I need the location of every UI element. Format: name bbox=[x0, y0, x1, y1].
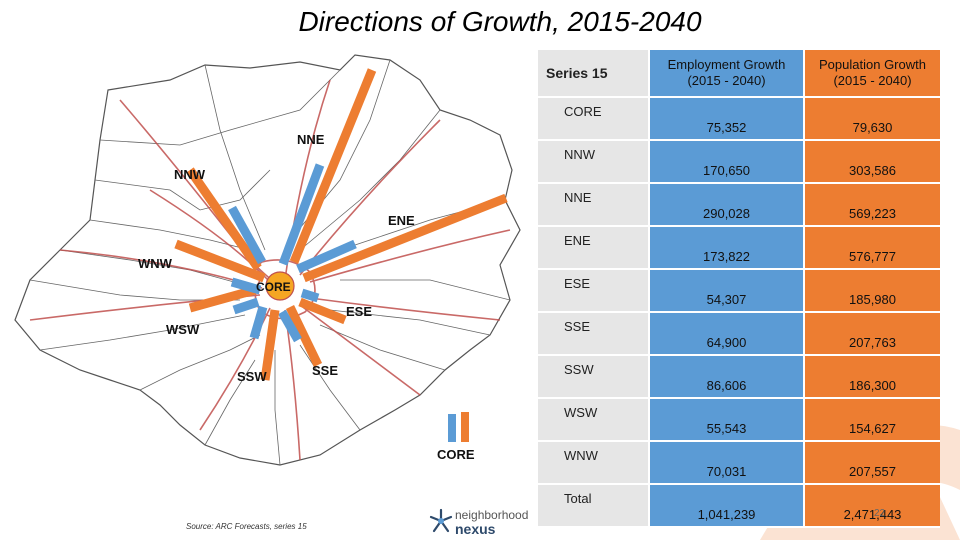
bar-wsw-employment bbox=[232, 297, 260, 315]
label-nne: NNE bbox=[297, 132, 325, 147]
row-label: Total bbox=[538, 484, 649, 528]
logo-text-top: neighborhood bbox=[455, 508, 529, 522]
label-wnw: WNW bbox=[138, 256, 173, 271]
employment-value: 64,900 bbox=[648, 312, 804, 356]
bar-nne-population bbox=[289, 68, 377, 264]
header-population: Population Growth (2015 - 2040) bbox=[803, 50, 940, 98]
label-nnw: NNW bbox=[174, 167, 206, 182]
row-label: WSW bbox=[538, 398, 649, 442]
row-label: WNW bbox=[538, 441, 649, 485]
employment-value: 290,028 bbox=[648, 183, 804, 227]
growth-map: NNW NNE ENE WNW ESE WSW SSW SSE CORE COR… bbox=[14, 54, 521, 466]
population-value: 2,471,443 bbox=[803, 484, 940, 528]
legend-population-swatch bbox=[461, 412, 469, 442]
header-employment: Employment Growth (2015 - 2040) bbox=[648, 50, 804, 98]
population-value: 185,980 bbox=[803, 269, 940, 313]
row-label: ENE bbox=[538, 226, 649, 270]
population-value: 303,586 bbox=[803, 140, 940, 184]
table-header-row: Series 15 Employment Growth (2015 - 2040… bbox=[538, 50, 940, 98]
population-value: 569,223 bbox=[803, 183, 940, 227]
row-label: NNE bbox=[538, 183, 649, 227]
table-row: ENE 173,822 576,777 bbox=[538, 226, 940, 270]
table-row: CORE 75,352 79,630 bbox=[538, 97, 940, 141]
logo-text-bottom: nexus bbox=[455, 521, 496, 537]
table-row: WNW 70,031 207,557 bbox=[538, 441, 940, 485]
employment-value: 75,352 bbox=[648, 97, 804, 141]
population-value: 207,763 bbox=[803, 312, 940, 356]
table-row: SSE 64,900 207,763 bbox=[538, 312, 940, 356]
growth-bars bbox=[174, 68, 508, 381]
legend-label: CORE bbox=[437, 447, 475, 462]
source-note: Source: ARC Forecasts, series 15 bbox=[186, 522, 307, 531]
nexus-star-icon bbox=[429, 508, 453, 533]
bar-ese-population bbox=[298, 297, 347, 325]
table-row: ESE 54,307 185,980 bbox=[538, 269, 940, 313]
employment-value: 173,822 bbox=[648, 226, 804, 270]
bar-ese-employment bbox=[300, 288, 320, 303]
population-value: 154,627 bbox=[803, 398, 940, 442]
employment-value: 1,041,239 bbox=[648, 484, 804, 528]
population-value: 186,300 bbox=[803, 355, 940, 399]
bar-ene-employment bbox=[296, 239, 357, 274]
bar-ssw-employment bbox=[249, 305, 268, 340]
slide-title: Directions of Growth, 2015-2040 bbox=[298, 6, 702, 37]
label-ssw: SSW bbox=[237, 369, 267, 384]
population-value: 576,777 bbox=[803, 226, 940, 270]
label-sse: SSE bbox=[312, 363, 338, 378]
core-area bbox=[265, 271, 295, 301]
label-ene: ENE bbox=[388, 213, 415, 228]
table-row: NNW 170,650 303,586 bbox=[538, 140, 940, 184]
population-value: 207,557 bbox=[803, 441, 940, 485]
bar-wnw-population bbox=[174, 239, 266, 283]
table-row-total: Total 1,041,239 2,471,443 bbox=[538, 484, 940, 528]
bar-nnw-population bbox=[186, 167, 262, 271]
bar-ssw-population bbox=[260, 309, 280, 381]
population-value: 79,630 bbox=[803, 97, 940, 141]
employment-value: 70,031 bbox=[648, 441, 804, 485]
label-wsw: WSW bbox=[166, 322, 200, 337]
row-label: ESE bbox=[538, 269, 649, 313]
region-outline bbox=[14, 54, 521, 466]
bar-nnw-employment bbox=[228, 205, 266, 265]
employment-value: 54,307 bbox=[648, 269, 804, 313]
bar-wnw-employment bbox=[230, 277, 262, 295]
table-row: SSW 86,606 186,300 bbox=[538, 355, 940, 399]
growth-table: Series 15 Employment Growth (2015 - 2040… bbox=[538, 50, 940, 528]
row-label: NNW bbox=[538, 140, 649, 184]
bar-sse-population bbox=[285, 305, 323, 367]
bar-nne-employment bbox=[278, 163, 325, 266]
page-number: 22 bbox=[874, 508, 886, 519]
legend-employment-swatch bbox=[448, 414, 456, 442]
row-label: SSE bbox=[538, 312, 649, 356]
table-row: NNE 290,028 569,223 bbox=[538, 183, 940, 227]
row-label: CORE bbox=[538, 97, 649, 141]
bar-wsw-population bbox=[188, 285, 257, 313]
label-core: CORE bbox=[256, 280, 291, 294]
header-series: Series 15 bbox=[538, 50, 649, 98]
label-ese: ESE bbox=[346, 304, 372, 319]
bar-ene-population bbox=[302, 193, 508, 283]
bar-sse-employment bbox=[278, 309, 302, 343]
employment-value: 170,650 bbox=[648, 140, 804, 184]
employment-value: 86,606 bbox=[648, 355, 804, 399]
employment-value: 55,543 bbox=[648, 398, 804, 442]
table-row: WSW 55,543 154,627 bbox=[538, 398, 940, 442]
row-label: SSW bbox=[538, 355, 649, 399]
